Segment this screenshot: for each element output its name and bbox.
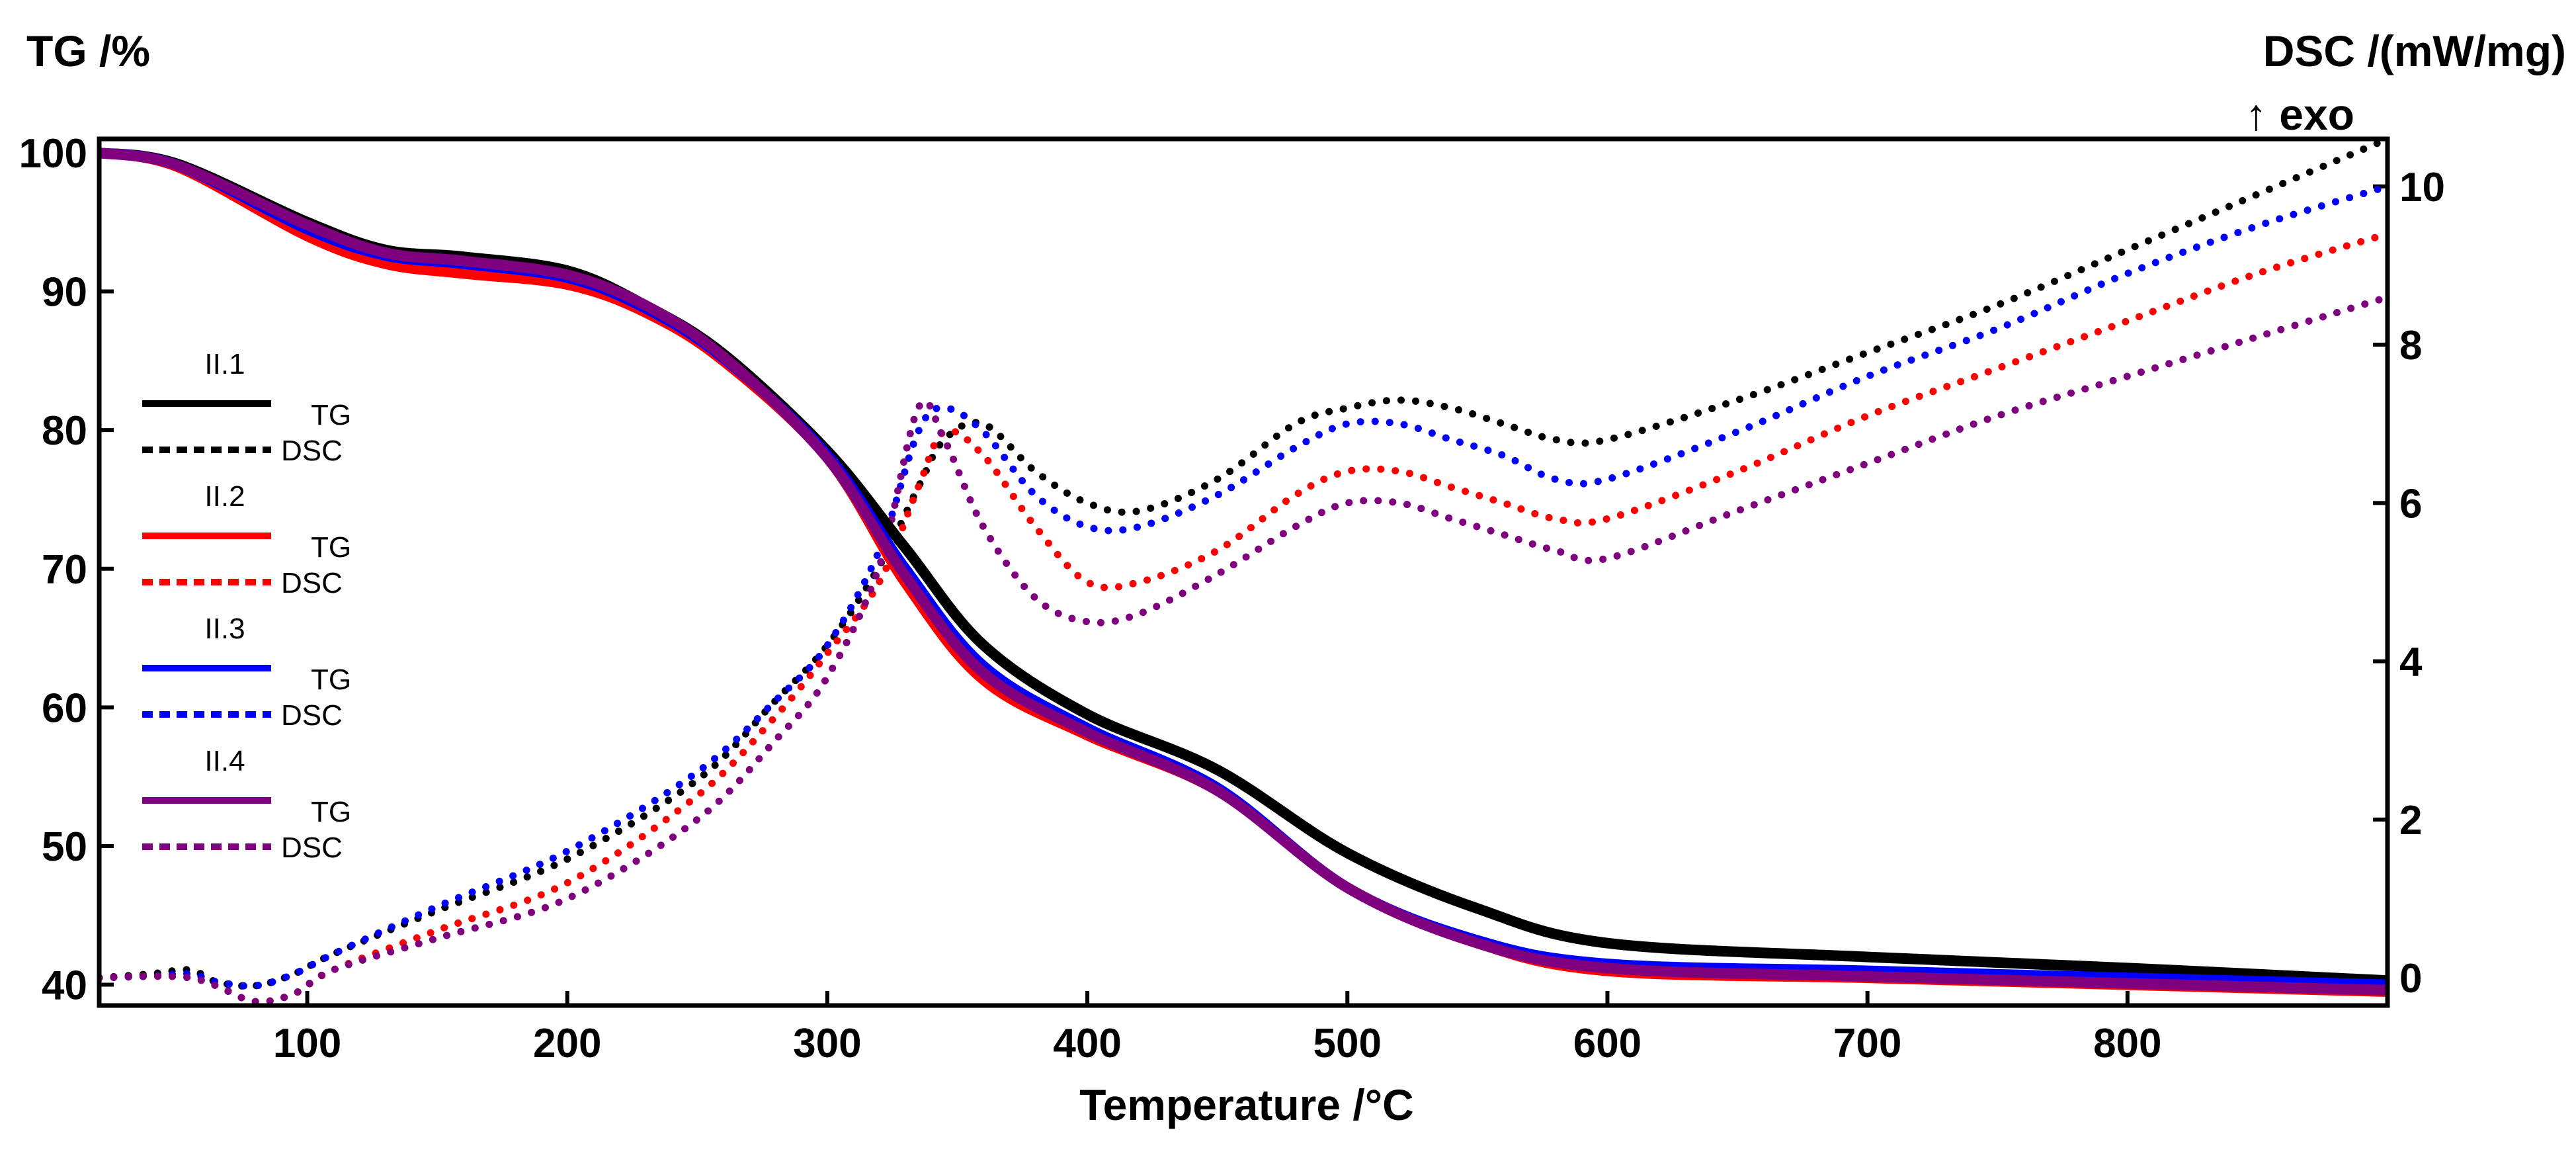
right-tick-label: 0: [2399, 956, 2422, 1002]
tick-layer: 100 200 300 400 500 600 700 800 40 50 60 70 80 90 100 0…: [19, 131, 2445, 1066]
x-tick-label: 400: [1053, 1021, 1121, 1066]
left-tick-label: 50: [42, 824, 87, 870]
legend-name-ii-2: II.2: [204, 480, 245, 513]
dsc-line-ii-3: [99, 183, 2388, 990]
left-tick-label: 100: [19, 131, 87, 177]
right-tick-label: 2: [2399, 798, 2422, 843]
x-tick-label: 700: [1833, 1021, 1901, 1066]
legend-tg-label-ii-1: TG: [311, 399, 351, 431]
tg-line-ii-2: [99, 148, 2388, 997]
right-tick-label: 4: [2399, 640, 2423, 685]
left-tick-label: 70: [42, 547, 87, 593]
tg-line-ii-4: [99, 148, 2388, 996]
legend-tg-label-ii-3: TG: [311, 664, 351, 696]
right-tick-label: 10: [2399, 165, 2445, 210]
tg-line-ii-1: [99, 148, 2388, 986]
legend-dsc-label-ii-4: DSC: [281, 832, 343, 864]
legend-name-ii-4: II.4: [204, 745, 245, 777]
x-tick-label: 300: [793, 1021, 861, 1066]
legend-dsc-label-ii-3: DSC: [281, 699, 343, 732]
x-axis-title: Temperature /°C: [1079, 1080, 1414, 1129]
tg-line-ii-3: [99, 148, 2388, 990]
left-tick-label: 40: [42, 963, 87, 1009]
x-tick-label: 100: [273, 1021, 341, 1066]
plot-frame: [97, 136, 2390, 1008]
left-tick-label: 80: [42, 408, 87, 454]
x-tick-label: 600: [1573, 1021, 1641, 1066]
dsc-line-ii-4: [99, 293, 2388, 1006]
legend-name-ii-3: II.3: [204, 613, 245, 645]
left-tick-label: 60: [42, 685, 87, 731]
right-axis-title: DSC /(mW/mg): [2263, 26, 2566, 75]
right-tick-label: 6: [2399, 481, 2422, 527]
legend-tg-label-ii-2: TG: [311, 531, 351, 564]
legend-name-ii-1: II.1: [204, 348, 245, 380]
right-tick-label: 8: [2399, 323, 2422, 368]
left-tick-label: 90: [42, 270, 87, 316]
x-tick-label: 500: [1313, 1021, 1382, 1066]
left-axis-title: TG /%: [26, 26, 150, 75]
x-tick-label: 800: [2093, 1021, 2161, 1066]
x-tick-label: 200: [533, 1021, 601, 1066]
dsc-line-ii-2: [99, 230, 2388, 1006]
legend-tg-label-ii-4: TG: [311, 796, 351, 828]
series-layer: [99, 139, 2388, 1006]
exo-annotation: ↑ exo: [2245, 90, 2354, 139]
legend-dsc-label-ii-2: DSC: [281, 567, 343, 599]
legend-dsc-label-ii-1: DSC: [281, 435, 343, 467]
